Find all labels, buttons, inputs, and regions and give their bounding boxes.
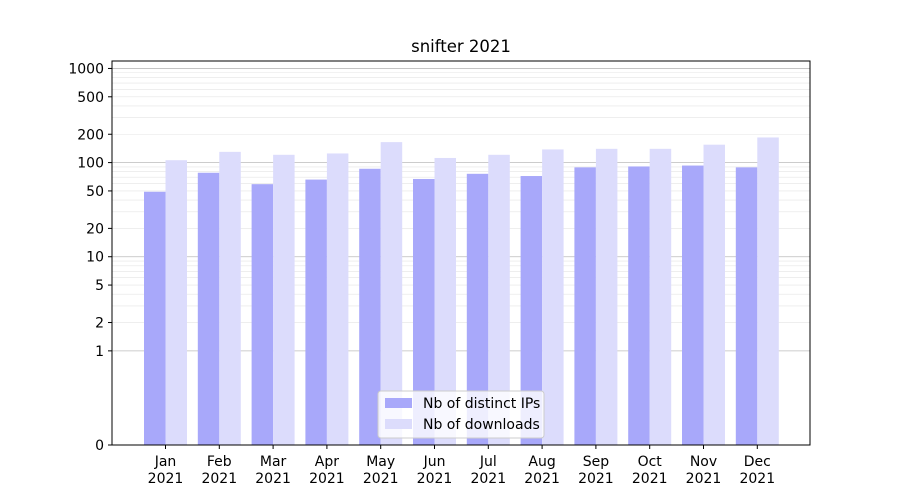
bar-distinct-ips bbox=[628, 166, 650, 445]
x-tick-label-year: 2021 bbox=[363, 471, 399, 487]
bar-distinct-ips bbox=[359, 168, 381, 445]
x-tick-label-year: 2021 bbox=[201, 471, 237, 487]
bar-distinct-ips bbox=[735, 167, 758, 446]
x-tick-label-year: 2021 bbox=[470, 471, 506, 487]
bar-downloads bbox=[326, 153, 349, 446]
bar-downloads bbox=[649, 148, 672, 445]
y-tick-label: 2 bbox=[95, 316, 104, 332]
bar-distinct-ips bbox=[251, 184, 274, 445]
x-tick-label-year: 2021 bbox=[148, 471, 184, 487]
bar-downloads bbox=[434, 157, 456, 446]
x-tick-label-year: 2021 bbox=[632, 471, 668, 487]
x-tick-label-month: Sep bbox=[583, 454, 610, 470]
x-tick-label-month: Jul bbox=[479, 454, 497, 470]
bar-distinct-ips bbox=[305, 179, 327, 446]
legend: Nb of distinct IPs Nb of downloads bbox=[377, 390, 545, 439]
y-tick-label: 20 bbox=[86, 221, 104, 237]
bar-distinct-ips bbox=[520, 176, 543, 445]
bar-downloads bbox=[488, 154, 510, 446]
x-tick-label-year: 2021 bbox=[417, 471, 453, 487]
y-tick-label: 5 bbox=[95, 278, 104, 294]
y-tick-label: 100 bbox=[77, 156, 104, 172]
x-tick-label-year: 2021 bbox=[309, 471, 345, 487]
x-tick-label-month: Aug bbox=[528, 454, 555, 470]
x-tick-label-month: Feb bbox=[207, 454, 232, 470]
x-tick-label-month: Apr bbox=[315, 454, 339, 470]
x-axis: Jan2021Feb2021Mar2021Apr2021May2021Jun20… bbox=[148, 445, 775, 487]
y-tick-label: 500 bbox=[77, 90, 104, 106]
bar-downloads bbox=[542, 149, 564, 445]
x-tick-label-month: Dec bbox=[744, 454, 771, 470]
y-tick-label: 10 bbox=[86, 250, 104, 266]
y-tick-label: 1000 bbox=[68, 61, 104, 77]
bar-distinct-ips bbox=[144, 191, 166, 445]
axes-frame bbox=[111, 60, 811, 446]
x-tick-label-year: 2021 bbox=[686, 471, 722, 487]
legend-swatch bbox=[385, 419, 412, 429]
x-tick-label-month: Jun bbox=[423, 454, 446, 470]
x-tick-label-month: Jan bbox=[154, 454, 177, 470]
bar-downloads bbox=[757, 137, 779, 445]
bar-downloads bbox=[595, 148, 618, 445]
legend-swatch bbox=[385, 398, 412, 408]
bar-downloads bbox=[219, 151, 241, 446]
bars bbox=[144, 137, 779, 446]
y-tick-label: 0 bbox=[95, 438, 104, 454]
bar-distinct-ips bbox=[413, 178, 435, 445]
bar-downloads bbox=[273, 154, 295, 446]
legend-label: Nb of downloads bbox=[423, 417, 540, 433]
bar-downloads bbox=[165, 160, 187, 445]
x-tick-label-month: Nov bbox=[690, 454, 717, 470]
y-axis: 0 1 2 5 10 20 50 100 200 500 1000 bbox=[68, 61, 112, 454]
x-tick-label-year: 2021 bbox=[524, 471, 560, 487]
chart-title: snifter 2021 bbox=[411, 37, 511, 56]
legend-label: Nb of distinct IPs bbox=[423, 396, 540, 412]
bar-distinct-ips bbox=[197, 172, 220, 445]
x-tick-label-year: 2021 bbox=[739, 471, 775, 487]
y-tick-label: 200 bbox=[77, 127, 104, 143]
bar-distinct-ips bbox=[574, 167, 596, 446]
x-tick-label-month: Oct bbox=[638, 454, 663, 470]
bar-distinct-ips bbox=[682, 165, 704, 445]
x-tick-label-month: May bbox=[366, 454, 395, 470]
x-tick-label-month: Mar bbox=[260, 454, 287, 470]
bar-downloads bbox=[703, 144, 725, 445]
x-tick-label-year: 2021 bbox=[255, 471, 291, 487]
bar-downloads bbox=[380, 142, 403, 446]
y-tick-label: 50 bbox=[86, 184, 104, 200]
x-tick-label-year: 2021 bbox=[578, 471, 614, 487]
legend-box bbox=[377, 390, 545, 439]
bar-distinct-ips bbox=[466, 173, 489, 445]
y-tick-label: 1 bbox=[95, 344, 104, 360]
